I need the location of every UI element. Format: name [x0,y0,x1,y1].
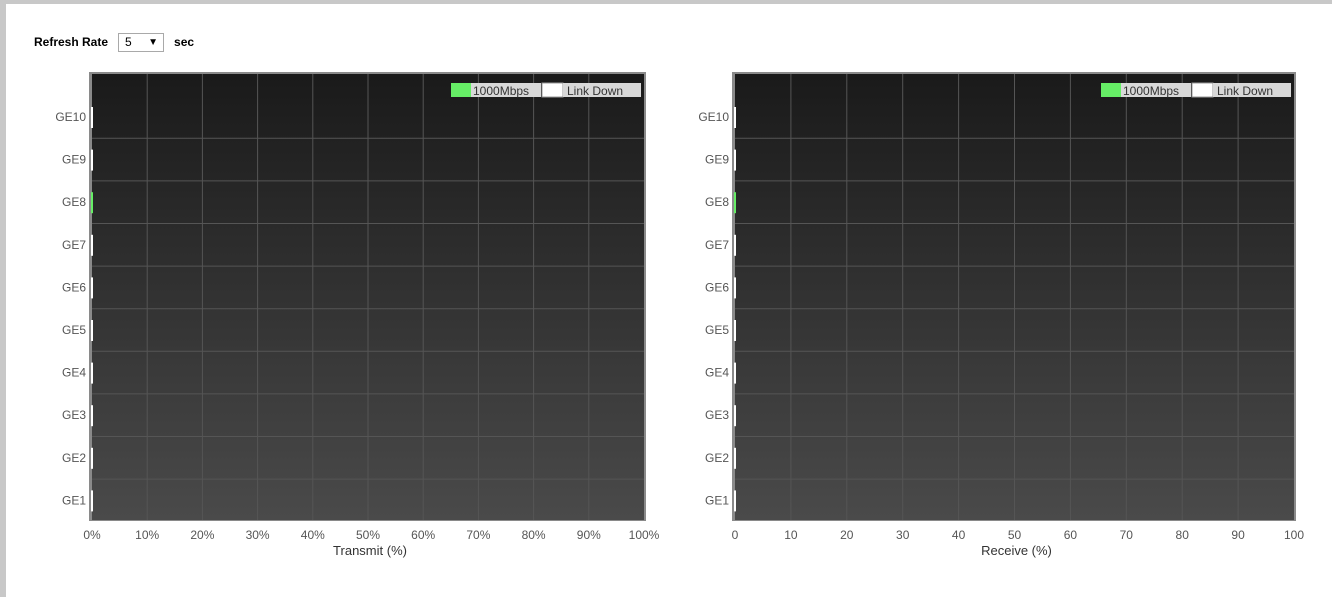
refresh-rate-select[interactable]: 5 ▼ [118,32,165,52]
transmit-legend-label: Link Down [567,84,623,98]
receive-legend-label: Link Down [1217,84,1273,98]
receive-legend-label: 1000Mbps [1123,84,1179,98]
receive-x-tick-label: 60 [1064,528,1078,542]
receive-category-label: GE5 [705,323,729,337]
receive-x-tick-label: 40 [952,528,966,542]
receive-legend-swatch [1191,82,1214,98]
transmit-x-tick-label: 80% [522,528,546,542]
transmit-x-tick-label: 100% [629,528,660,542]
refresh-rate-value: 5 [125,35,132,49]
chevron-down-icon: ▼ [148,36,159,48]
transmit-category-label: GE5 [62,323,86,337]
receive-axis-label: Receive (%) [981,543,1052,558]
receive-bar [734,405,736,427]
receive-x-tick-label: 0 [732,528,739,542]
receive-bar [734,447,736,469]
receive-bar [734,320,736,341]
transmit-x-tick-label: 20% [190,528,214,542]
receive-bar [734,192,736,214]
refresh-rate-label: Refresh Rate [34,35,109,49]
receive-category-label: GE7 [705,238,729,252]
refresh-rate-unit: sec [174,35,195,49]
transmit-bar [91,277,93,299]
receive-x-tick-label: 80 [1176,528,1190,542]
transmit-bar [91,149,93,171]
transmit-category-label: GE9 [62,153,86,167]
receive-x-tick-label: 100 [1284,528,1304,542]
transmit-category-label: GE6 [62,280,86,294]
transmit-category-label: GE4 [62,366,86,380]
transmit-bar [91,107,93,128]
transmit-x-tick-label: 30% [246,528,270,542]
receive-bar [734,277,736,299]
transmit-bar [91,362,93,384]
transmit-category-label: GE8 [62,195,86,209]
refresh-rate-bar: Refresh Rate 5 ▼ sec [34,31,194,53]
receive-category-label: GE10 [698,110,729,124]
transmit-x-tick-label: 40% [301,528,325,542]
receive-x-tick-label: 10 [784,528,798,542]
transmit-category-label: GE1 [62,493,86,507]
receive-bar [734,107,736,128]
receive-category-label: GE3 [705,408,729,422]
receive-x-tick-label: 50 [1008,528,1022,542]
receive-bar [734,490,736,512]
transmit-axis-label: Transmit (%) [333,543,407,558]
receive-bar [734,234,736,256]
receive-category-label: GE9 [705,153,729,167]
transmit-bar [91,192,93,214]
transmit-legend-swatch [451,83,471,97]
receive-bar [734,149,736,171]
window-frame-left [0,0,6,597]
receive-category-label: GE6 [705,280,729,294]
receive-legend: 1000Mbps Link Down [1101,82,1291,98]
transmit-legend-swatch [541,82,564,98]
receive-legend-label-bg [1213,83,1291,97]
transmit-legend: 1000Mbps Link Down [451,82,641,98]
transmit-x-tick-label: 0% [83,528,101,542]
receive-x-tick-label: 70 [1120,528,1134,542]
transmit-category-label: GE7 [62,238,86,252]
transmit-legend-label: 1000Mbps [473,84,529,98]
receive-x-tick-label: 30 [896,528,910,542]
transmit-category-label: GE10 [55,110,86,124]
receive-category-label: GE1 [705,493,729,507]
receive-chart: 0 10 20 30 40 50 60 70 80 90 100 GE10 GE9 GE8 GE7 GE6 GE… [698,72,1304,558]
transmit-x-tick-label: 90% [577,528,601,542]
transmit-legend-label-bg [471,83,541,97]
receive-x-tick-label: 90 [1231,528,1245,542]
receive-legend-swatch [1101,83,1121,97]
transmit-x-tick-label: 10% [135,528,159,542]
receive-legend-label-bg [1121,83,1191,97]
window-frame-top [0,0,1332,4]
receive-x-tick-label: 20 [840,528,854,542]
transmit-category-label: GE3 [62,408,86,422]
transmit-x-tick-label: 70% [466,528,490,542]
receive-category-label: GE8 [705,195,729,209]
transmit-chart: 0% 10% 20% 30% 40% 50% 60% 70% 80% 90% 100% GE10 GE9… [55,72,660,558]
transmit-category-label: GE2 [62,451,86,465]
transmit-bar [91,490,93,512]
transmit-bar [91,405,93,427]
transmit-bar [91,320,93,341]
transmit-x-tick-label: 50% [356,528,380,542]
transmit-x-tick-label: 60% [411,528,435,542]
receive-category-label: GE4 [705,366,729,380]
receive-category-label: GE2 [705,451,729,465]
receive-bar [734,362,736,384]
transmit-bar [91,447,93,469]
transmit-legend-label-bg [563,83,641,97]
transmit-bar [91,234,93,256]
